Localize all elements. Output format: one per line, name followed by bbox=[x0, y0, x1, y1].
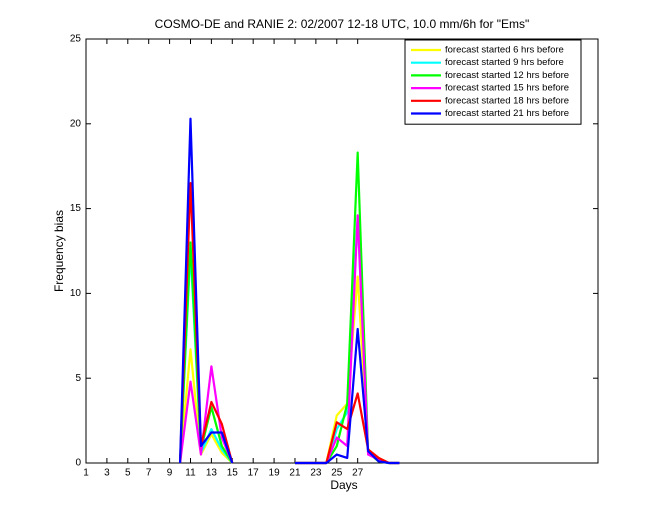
legend-label: forecast started 12 hrs before bbox=[445, 70, 569, 81]
y-tick-label: 20 bbox=[70, 118, 82, 129]
x-tick-label: 17 bbox=[248, 468, 260, 479]
legend-label: forecast started 6 hrs before bbox=[445, 45, 564, 56]
x-tick-label: 25 bbox=[331, 468, 343, 479]
y-tick-label: 25 bbox=[70, 34, 82, 45]
x-tick-label: 27 bbox=[352, 468, 364, 479]
legend-label: forecast started 15 hrs before bbox=[445, 83, 569, 94]
x-tick-label: 11 bbox=[185, 468, 196, 479]
x-tick-label: 21 bbox=[289, 468, 301, 479]
legend-label: forecast started 21 hrs before bbox=[445, 108, 569, 119]
x-tick-label: 7 bbox=[146, 468, 152, 479]
y-tick-label: 10 bbox=[70, 288, 82, 299]
y-axis-label: Frequency bias bbox=[52, 210, 66, 292]
x-tick-label: 3 bbox=[104, 468, 110, 479]
legend-label: forecast started 9 hrs before bbox=[445, 57, 564, 68]
series-line bbox=[178, 117, 400, 465]
y-tick-label: 15 bbox=[70, 203, 82, 214]
x-tick-label: 5 bbox=[125, 468, 131, 479]
chart-title: COSMO-DE and RANIE 2: 02/2007 12-18 UTC,… bbox=[155, 17, 530, 31]
y-tick-label: 5 bbox=[75, 373, 81, 384]
x-axis-label: Days bbox=[330, 478, 357, 492]
x-tick-label: 9 bbox=[167, 468, 173, 479]
y-tick-label: 0 bbox=[75, 458, 81, 469]
x-tick-label: 13 bbox=[206, 468, 218, 479]
x-tick-label: 23 bbox=[310, 468, 322, 479]
x-tick-label: 1 bbox=[83, 468, 89, 479]
x-tick-label: 15 bbox=[227, 468, 239, 479]
legend-label: forecast started 18 hrs before bbox=[445, 95, 569, 106]
legend-box bbox=[404, 39, 582, 125]
x-tick-label: 19 bbox=[269, 468, 281, 479]
